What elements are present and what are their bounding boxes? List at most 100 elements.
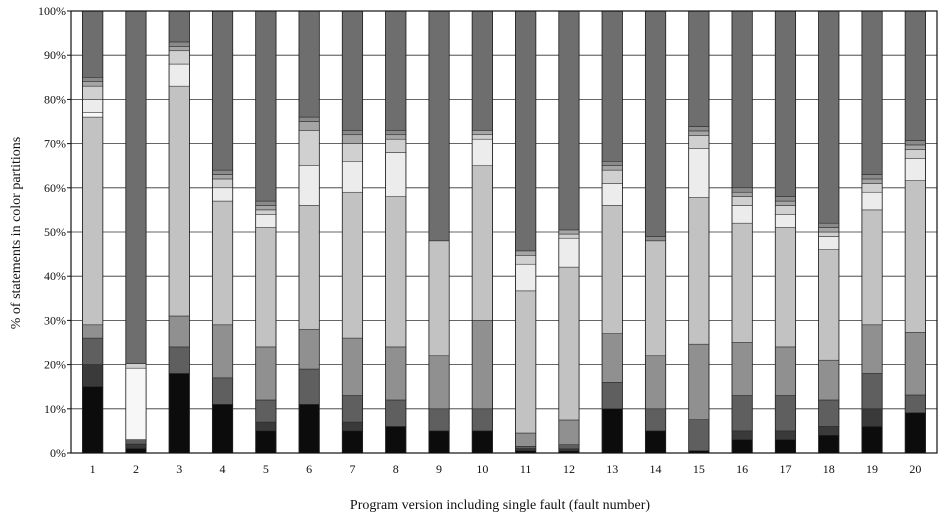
x-tick-label: 20 [909, 462, 921, 476]
y-tick-label: 50% [44, 225, 66, 239]
x-tick-label: 12 [563, 462, 575, 476]
bar-segment [861, 373, 883, 410]
bar-segment [471, 134, 493, 140]
bar-segment [731, 222, 753, 343]
bar-segment [212, 187, 233, 202]
x-tick-labels: 1 2 3 4 5 6 7 8 9 10 11 12 13 14 15 16 17 18 19 20 [90, 462, 922, 476]
bar-segment [385, 346, 407, 401]
bar-segment [904, 10, 926, 141]
bar-segment [515, 290, 537, 434]
bar-segment [515, 448, 537, 452]
bar-segment [125, 448, 147, 454]
bar-segment [688, 197, 710, 345]
bar-segment [385, 426, 407, 454]
bar-segment [385, 130, 407, 136]
bar-segment [255, 205, 277, 211]
bar-segment [558, 237, 580, 268]
bar-segment [904, 180, 926, 333]
bar-segment [731, 205, 753, 224]
bar-segment [428, 408, 450, 432]
bar-segment [775, 395, 796, 432]
bar-segment [385, 10, 407, 131]
x-tick-label: 6 [306, 462, 312, 476]
bar-segment [904, 394, 926, 414]
bar-segment [342, 337, 363, 396]
bar-segment [385, 399, 407, 427]
bar-segment [515, 263, 537, 292]
bar-segment [731, 187, 753, 193]
bar-segment [601, 408, 623, 454]
bar-segment [255, 200, 277, 206]
bar-segment [601, 169, 623, 184]
x-tick-label: 11 [520, 462, 532, 476]
bar-segment [904, 140, 926, 146]
bar-segment [688, 419, 710, 452]
x-tick-label: 9 [436, 462, 442, 476]
y-tick-label: 0% [50, 446, 66, 460]
bar-segment [861, 191, 883, 211]
bar-segment [428, 10, 450, 242]
bar-segment [775, 439, 796, 454]
bar-segment [731, 395, 753, 432]
y-tick-label: 100% [38, 4, 66, 18]
bar-segment [298, 165, 320, 206]
bar-segment [731, 430, 753, 440]
bar-segment [818, 222, 840, 228]
x-tick-label: 10 [476, 462, 488, 476]
y-tick-label: 20% [44, 358, 66, 372]
x-tick-label: 16 [736, 462, 748, 476]
bar-segment [255, 209, 277, 215]
bar-segment [645, 430, 666, 454]
bar-segment [601, 205, 623, 334]
bar-segment [385, 138, 407, 153]
bar-segment [645, 236, 666, 242]
x-tick-label: 18 [823, 462, 835, 476]
y-tick-label: 80% [44, 92, 66, 106]
bar-segment [731, 439, 753, 454]
bar-segment [125, 367, 147, 440]
bar-segment [558, 229, 580, 235]
bar-segment [601, 165, 623, 171]
y-tick-labels: 0% 10% 20% 30% 40% 50% 60% 70% 80% 90% 100% [38, 4, 66, 460]
bar-segment [255, 346, 277, 401]
bar-segment [342, 191, 363, 339]
bar-segment [688, 343, 710, 420]
bar-segment [861, 324, 883, 374]
bar-segment [515, 10, 537, 252]
bar-segment [688, 130, 710, 136]
bar-segment [168, 373, 190, 454]
y-tick-label: 70% [44, 137, 66, 151]
bar-segment [168, 346, 190, 374]
bar-segment [82, 116, 104, 326]
bar-segment [861, 426, 883, 454]
bar-segment [601, 161, 623, 166]
bar-segment [342, 134, 363, 144]
bar-segment [775, 214, 796, 228]
x-tick-label: 13 [606, 462, 618, 476]
bar-segment [904, 158, 926, 181]
bar-segment [255, 10, 277, 202]
y-tick-label: 30% [44, 313, 66, 327]
x-tick-label: 5 [263, 462, 269, 476]
bar-segment [775, 205, 796, 215]
bar-segment [255, 227, 277, 348]
bar-segment [688, 148, 710, 198]
bar-segment [775, 196, 796, 202]
bar-segment [601, 333, 623, 383]
bar-segment [212, 404, 233, 454]
bar-segment [818, 359, 840, 401]
bar-segment [904, 332, 926, 396]
bar-segment [558, 10, 580, 231]
bar-segment [471, 10, 493, 131]
bar-segment [775, 10, 796, 197]
bar-segment [731, 10, 753, 189]
bar-segment [82, 324, 104, 339]
bar-segment [82, 386, 104, 454]
bar-segment [688, 10, 710, 127]
bar-segment [298, 116, 320, 122]
bar-segment [515, 432, 537, 447]
bar-segment [168, 63, 190, 87]
bar-segment [255, 214, 277, 228]
bar-segment [515, 446, 537, 449]
